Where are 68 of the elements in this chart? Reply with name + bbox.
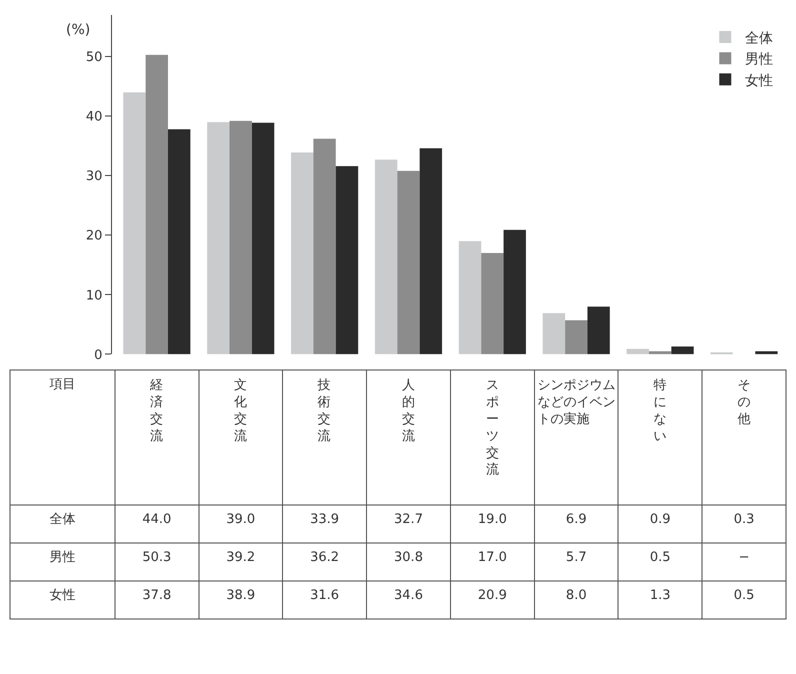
data-label: 44.0 xyxy=(142,512,172,527)
y-tick-label: 20 xyxy=(86,228,102,244)
x-tick-label: 人的交流 xyxy=(402,378,415,444)
bar xyxy=(252,122,274,354)
data-label: 19.0 xyxy=(478,512,507,527)
data-label: 1.3 xyxy=(650,588,671,603)
y-tick-label: 0 xyxy=(94,348,102,363)
text: − xyxy=(738,550,750,565)
bar xyxy=(123,92,146,354)
bar xyxy=(587,306,610,354)
data-label: 20.9 xyxy=(478,588,507,603)
bar xyxy=(648,351,672,354)
data-label: 8.0 xyxy=(566,588,587,603)
legend-label: 全体 xyxy=(745,30,774,46)
bar xyxy=(374,160,398,354)
x-tick-label: 文化交流 xyxy=(234,378,248,444)
y-axis-title: (%) xyxy=(66,22,90,38)
data-label: 39.2 xyxy=(226,550,256,565)
data-label: 34.6 xyxy=(394,588,423,603)
x-tick-label: シンポジウムなどのイベントの実施 xyxy=(537,378,616,427)
x-tick-label: その他 xyxy=(738,378,751,427)
data-label: 39.0 xyxy=(226,512,256,527)
data-label: 0.3 xyxy=(734,512,754,527)
data-label: 38.9 xyxy=(226,588,256,603)
y-tick-label: 50 xyxy=(86,50,102,66)
data-label: 0.5 xyxy=(650,550,671,565)
x-tick-label: 特にない xyxy=(654,378,667,444)
bar xyxy=(146,54,168,354)
bar xyxy=(230,120,252,354)
x-tick-label: 経済交流 xyxy=(148,378,163,444)
bar xyxy=(626,348,649,354)
data-label: 6.9 xyxy=(566,512,587,527)
bar xyxy=(755,351,778,354)
bar xyxy=(313,138,336,354)
data-label: 37.8 xyxy=(142,588,172,603)
y-tick-label: 10 xyxy=(86,288,102,304)
bar xyxy=(565,320,588,354)
data-label: 0.5 xyxy=(734,588,754,603)
data-label: 36.2 xyxy=(310,550,340,565)
bar xyxy=(420,148,442,354)
y-tick-label: 40 xyxy=(86,110,102,125)
data-label: 32.7 xyxy=(394,512,423,527)
x-tick-label: 技術交流 xyxy=(316,378,331,444)
legend-label: 男性 xyxy=(745,52,774,68)
data-label: 17.0 xyxy=(478,550,507,565)
bar xyxy=(481,253,504,354)
text: 男性 xyxy=(49,550,76,565)
bar xyxy=(397,170,420,354)
data-label: 30.8 xyxy=(394,550,423,565)
bar xyxy=(671,346,694,354)
bar xyxy=(291,152,314,354)
data-label: 33.9 xyxy=(310,512,340,527)
bar xyxy=(504,230,526,354)
bar xyxy=(542,313,566,354)
bar xyxy=(168,129,190,354)
x-tick-label: スポーツ交流 xyxy=(486,378,499,478)
data-label: 0.9 xyxy=(650,512,671,527)
data-label: 31.6 xyxy=(310,588,340,603)
bar xyxy=(458,241,482,354)
y-tick-label: 30 xyxy=(86,169,102,184)
data-label: 50.3 xyxy=(142,550,172,565)
bar xyxy=(207,122,230,354)
text: 項目 xyxy=(48,376,76,392)
data-label: 5.7 xyxy=(566,550,587,565)
legend-label: 女性 xyxy=(745,72,774,89)
text: 女性 xyxy=(49,588,76,603)
text: 全体 xyxy=(49,512,76,527)
bar xyxy=(336,166,358,354)
